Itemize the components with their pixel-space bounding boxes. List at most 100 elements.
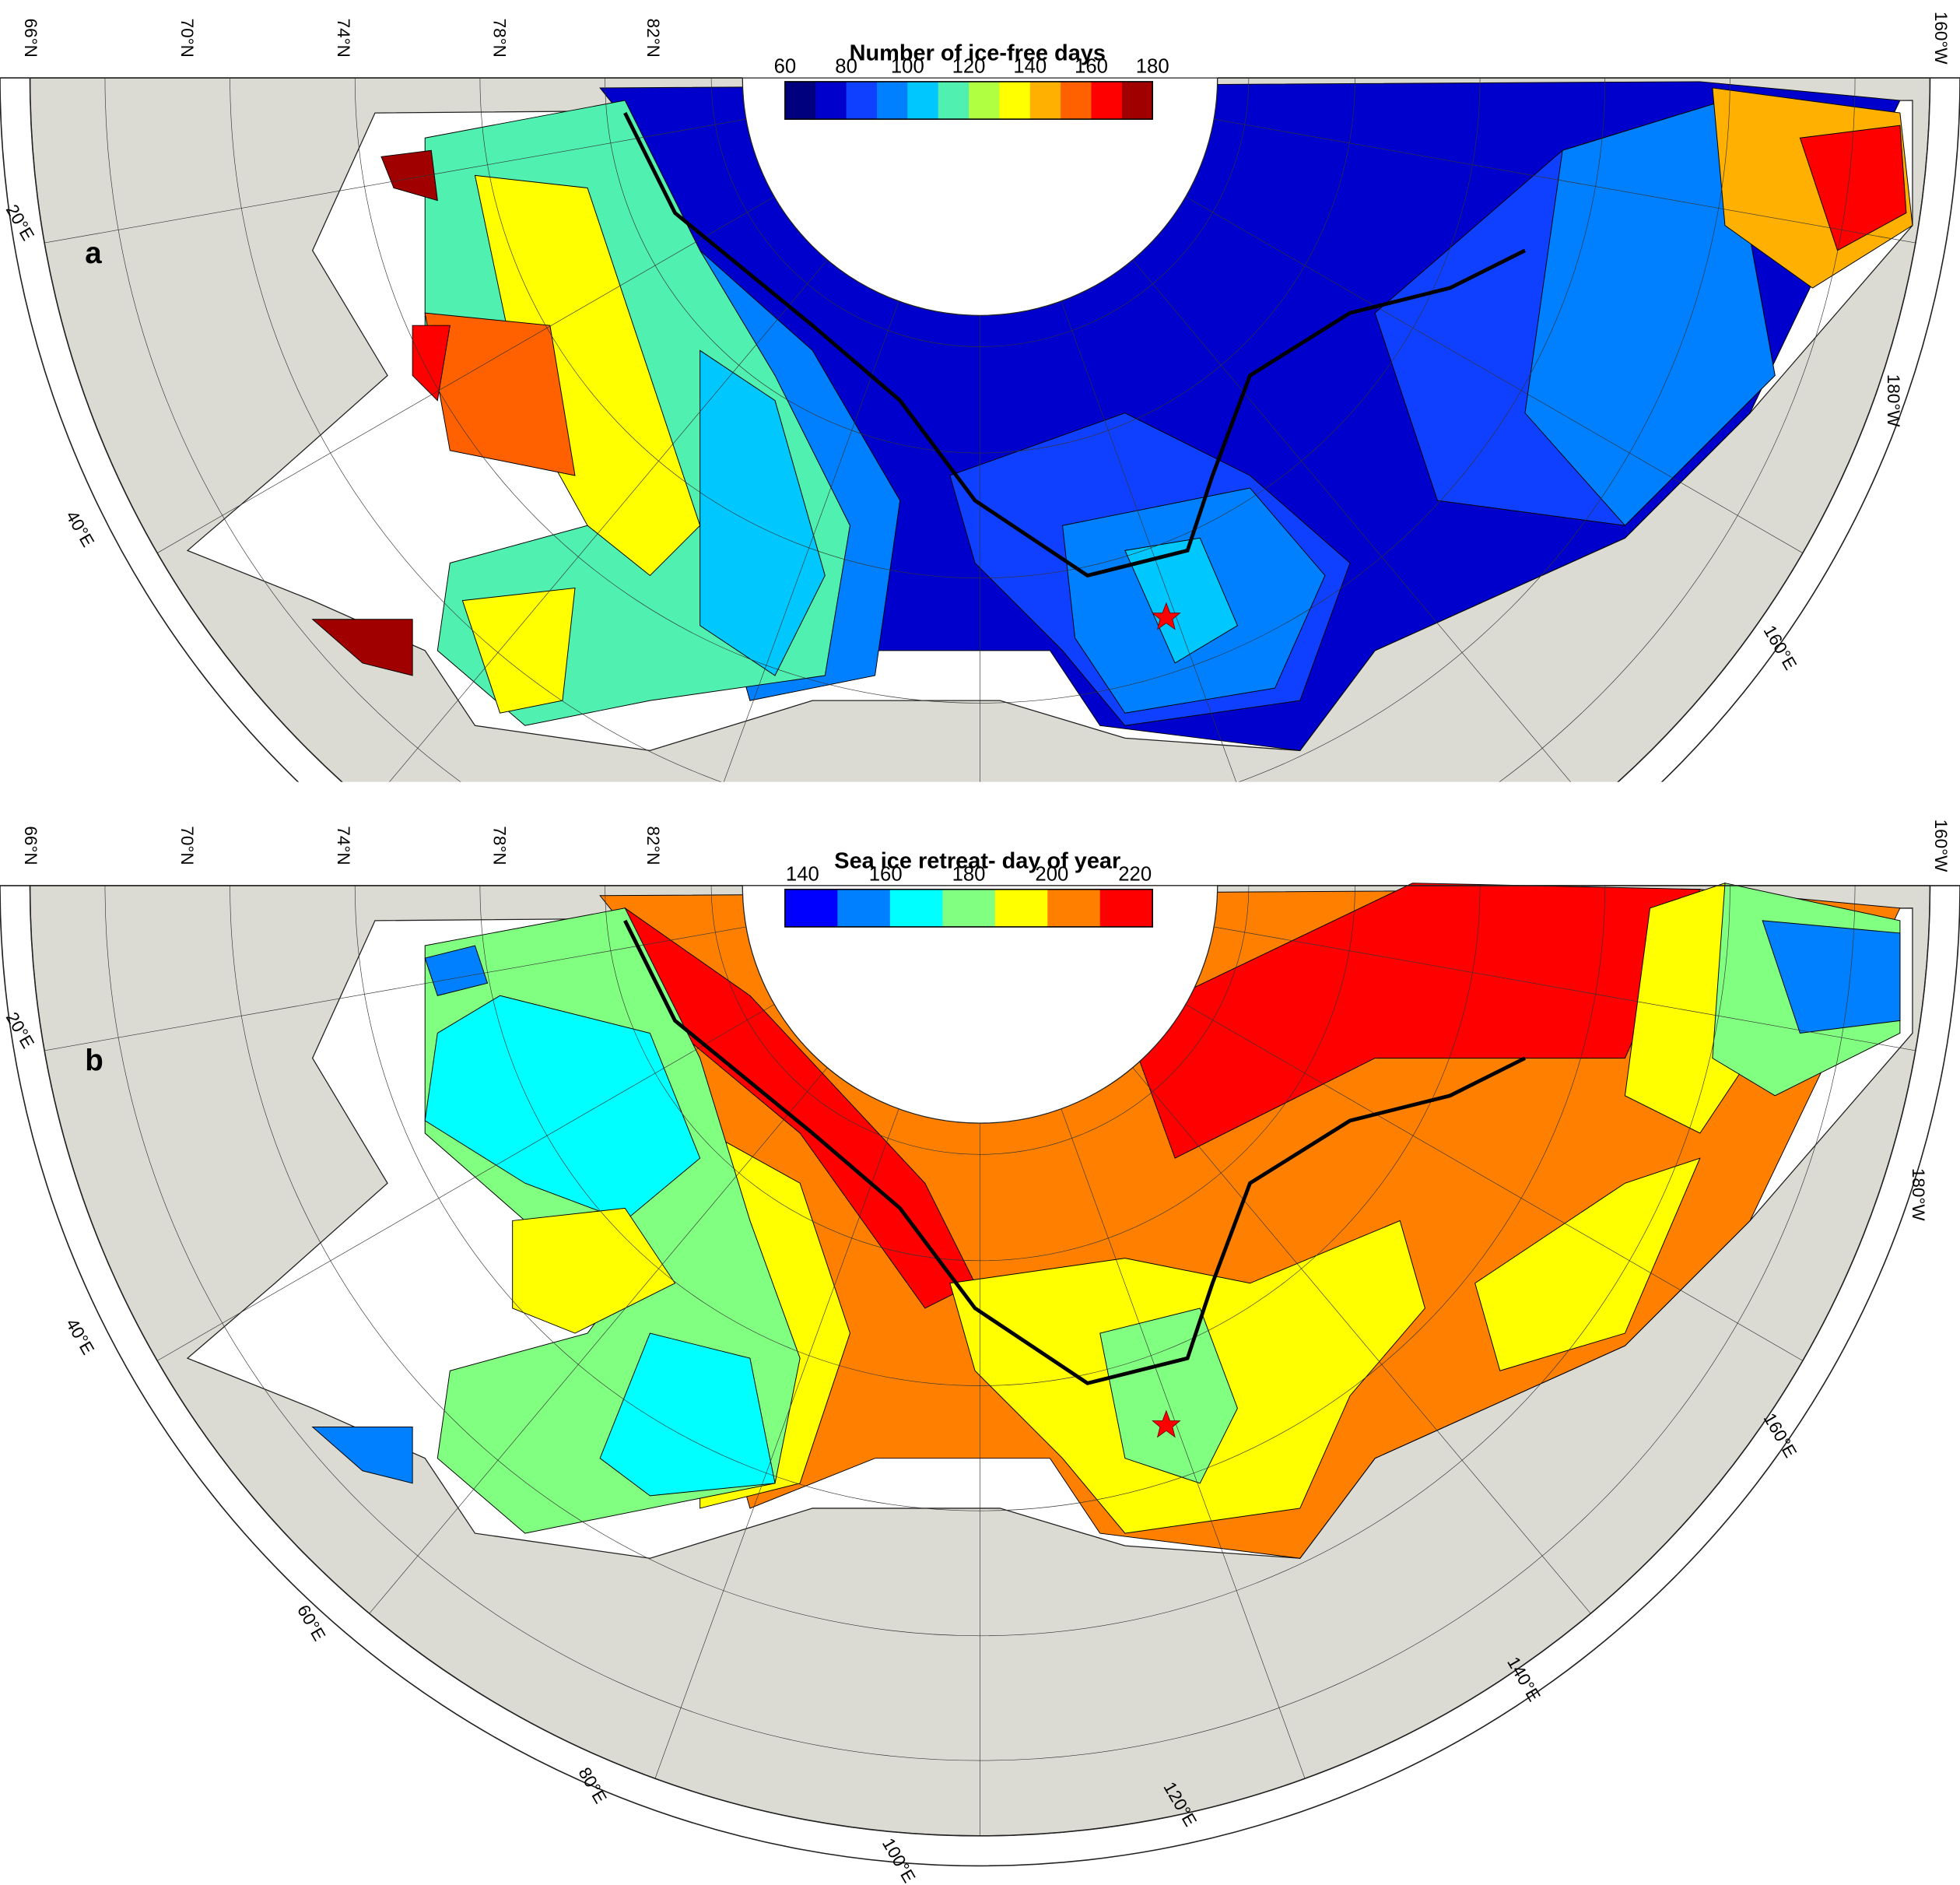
colorbar-swatch: [994, 889, 1048, 927]
colorbar-swatch: [889, 889, 943, 927]
latitude-label: 66°N: [21, 19, 40, 58]
colorbar-tick-label: 200: [1035, 863, 1068, 885]
colorbar-swatch: [1047, 889, 1101, 927]
colorbar-swatch: [969, 81, 1000, 120]
colorbar-tick-label: 140: [786, 863, 819, 885]
data-region: [380, 149, 438, 202]
colorbar-tick-label: 120: [952, 56, 986, 78]
meridian: [723, 300, 899, 782]
longitude-label: 40°E: [62, 1315, 98, 1358]
colorbar-swatch: [1121, 81, 1153, 120]
graticule: [230, 78, 1730, 782]
meridian: [156, 196, 775, 553]
map: [0, 883, 1960, 1867]
longitude-label: 80°E: [574, 1764, 610, 1807]
data-region: [1474, 1157, 1701, 1371]
meridian: [1214, 926, 1916, 1051]
data-region: [412, 325, 451, 402]
latitude-label: 74°N: [334, 19, 353, 58]
meridian: [44, 118, 746, 244]
colorbar-tick-label: 180: [1136, 56, 1169, 78]
colorbar-swatch: [837, 889, 891, 927]
meridian: [156, 1004, 775, 1361]
colorbar-swatch: [938, 81, 969, 120]
colorbar-swatch: [784, 889, 838, 927]
colorbar-tick-label: 80: [835, 56, 857, 78]
longitude-label: 180°W: [1909, 1168, 1928, 1222]
colorbar-swatch: [784, 81, 816, 120]
colorbar-swatch: [1091, 81, 1123, 120]
panel-label: a: [85, 237, 102, 270]
colorbar-swatch: [1029, 81, 1061, 120]
frame: [0, 78, 1960, 782]
longitude-label: 160°W: [1931, 820, 1951, 873]
colorbar-swatch: [907, 81, 939, 120]
longitude-label: 160°E: [1760, 1409, 1800, 1461]
longitude-label: 140°E: [1503, 1654, 1544, 1705]
station-star: [1152, 602, 1181, 630]
station-star: [1152, 1409, 1181, 1438]
data-region: [1524, 100, 1776, 526]
data-region: [512, 1207, 676, 1334]
longitude-label: 180°W: [1884, 374, 1903, 428]
latitude-label: 78°N: [490, 826, 510, 865]
data-region: [424, 995, 701, 1221]
pole: [742, 885, 1218, 1124]
colorbar-tick-label: 100: [891, 56, 924, 78]
meridian: [369, 1067, 828, 1614]
latitude-label: 66°N: [21, 826, 40, 865]
colorbar-swatch: [942, 889, 996, 927]
longitude-label: 60°E: [293, 1602, 329, 1645]
data-region: [424, 945, 489, 996]
latitude-label: 74°N: [334, 826, 353, 865]
panel-title: Number of ice-free days: [850, 41, 1106, 66]
data-region: [699, 349, 826, 676]
meridian: [389, 259, 828, 782]
colorbar-tick-label: 60: [774, 56, 797, 78]
colorbar-swatch: [876, 81, 908, 120]
colorbar-tick-label: 180: [952, 863, 986, 885]
latitude-label: 70°N: [177, 826, 197, 865]
colorbar-swatch: [999, 81, 1031, 120]
colorbar-tick-label: 220: [1118, 863, 1152, 885]
frame: [0, 885, 1960, 1867]
longitude-label: 100°E: [878, 1835, 919, 1885]
colorbar-frame: [784, 81, 1154, 120]
colorbar-swatch: [815, 81, 847, 120]
data-region: [599, 1332, 776, 1497]
meridian: [1061, 300, 1237, 782]
longitude-label: 20°E: [2, 201, 38, 244]
pole: [742, 77, 1218, 316]
longitude-label: 20°E: [2, 1009, 38, 1051]
data-region: [1124, 883, 1701, 1159]
meridian: [1185, 196, 1804, 553]
data-region: [311, 1427, 413, 1484]
latitude-label: 70°N: [177, 19, 197, 58]
data-region: [1624, 883, 1751, 1134]
latitude-label: 82°N: [643, 19, 663, 58]
map-panel: b Sea ice retreat- day of year 140 160 180 20…: [0, 820, 1960, 1885]
ship-track: [623, 112, 1527, 578]
colorbar-swatch: [1061, 81, 1092, 120]
graticule: [104, 78, 1856, 782]
meridian: [1132, 259, 1571, 782]
latitude-label: 78°N: [490, 19, 510, 58]
colorbar-frame: [784, 888, 1154, 928]
longitude-label: 160°E: [1760, 622, 1800, 673]
colorbar-tick-label: 160: [1075, 56, 1108, 78]
data-region: [1799, 125, 1907, 251]
map-panel: a Number of ice-free days 60 80 100 120 140 160…: [0, 12, 1960, 782]
panel-title: Sea ice retreat- day of year: [834, 848, 1120, 873]
meridian: [44, 926, 746, 1051]
data-region: [311, 619, 413, 676]
map: [0, 77, 1960, 782]
meridian: [654, 1108, 899, 1779]
colorbar-swatch: [846, 81, 878, 120]
ship-track: [623, 919, 1527, 1385]
latitude-label: 82°N: [643, 826, 663, 865]
colorbar-swatch: [1099, 889, 1153, 927]
data-region: [424, 312, 576, 476]
longitude-label: 160°W: [1931, 12, 1951, 65]
